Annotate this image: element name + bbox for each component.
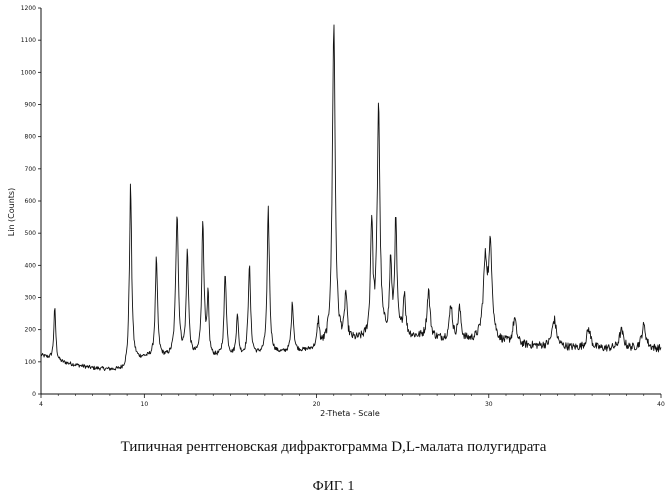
y-tick-label: 800 [25,134,37,141]
y-tick-label: 500 [25,230,37,237]
y-tick-label: 200 [25,327,37,334]
y-tick-label: 1200 [21,5,36,12]
y-tick-label: 600 [25,198,37,205]
x-tick-label: 20 [313,401,321,408]
y-tick-label: 1100 [21,37,36,44]
figure-caption: Типичная рентгеновская дифрактограмма D,… [120,439,547,455]
y-tick-label: 400 [25,262,37,269]
x-axis-title: 2-Theta - Scale [320,409,380,418]
diffraction-trace [40,24,662,371]
y-tick-label: 900 [25,102,37,109]
y-tick-label: 100 [25,359,37,366]
y-tick-label: 700 [25,166,37,173]
x-tick-label: 30 [485,401,493,408]
y-tick-label: 0 [32,391,36,398]
x-tick-label: 10 [141,401,149,408]
y-tick-label: 300 [25,295,37,302]
x-tick-label: 40 [657,401,665,408]
y-axis-title: Lin (Counts) [7,188,16,236]
figure-label: ФИГ. 1 [312,479,355,494]
xrd-chart: 0 100 200 300 400 500 600 700 800 900 1000 1100 1200… [7,5,665,418]
x-tick-label: 4 [39,401,43,408]
chart-ticks: 0 100 200 300 400 500 600 700 800 900 1000 1100 1200… [21,5,665,408]
y-tick-label: 1000 [21,69,36,76]
